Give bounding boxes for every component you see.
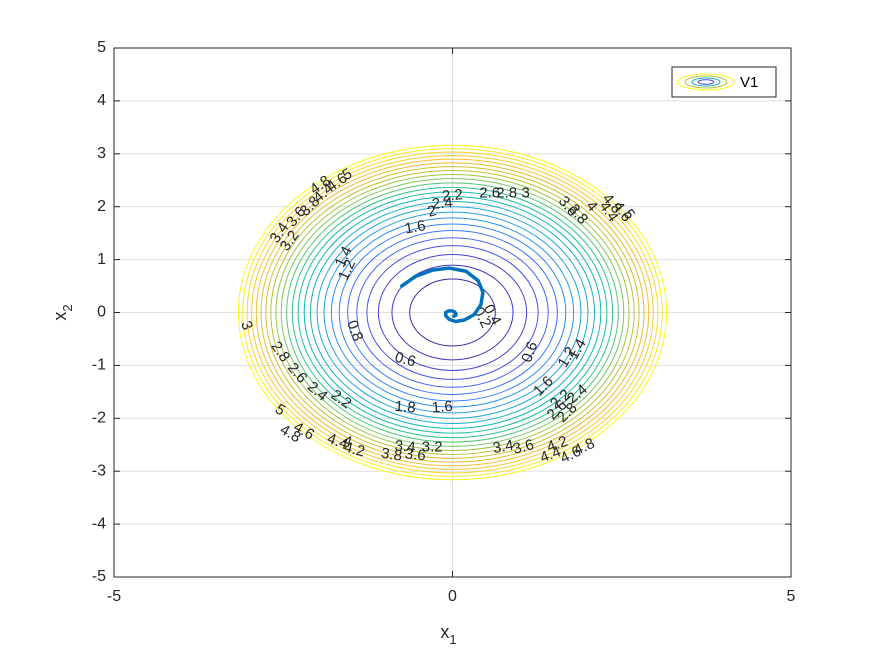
- contour-level: [242, 148, 663, 477]
- contour-label: 2.2: [441, 186, 463, 205]
- contour-label: 3: [521, 184, 529, 201]
- y-tick-label: 2: [97, 198, 106, 215]
- contour-label: 0.8: [343, 318, 366, 343]
- axis-ticks: -5 -4 -3 -2 -1 0 1 2 3 4 5 -5 0 5: [92, 39, 796, 605]
- contour-level: [303, 196, 602, 429]
- contour-level: [246, 151, 659, 474]
- contour-label: 0.6: [393, 349, 418, 371]
- contour-level: [330, 217, 575, 408]
- y-tick-label: -1: [92, 357, 106, 374]
- y-tick-label: -4: [92, 515, 106, 532]
- x-tick-label: 5: [787, 588, 796, 605]
- y-tick-label: -2: [92, 410, 106, 427]
- contour-level: [323, 211, 582, 414]
- contour-level: [275, 174, 630, 451]
- contour-level: [356, 237, 549, 388]
- contour-level: [286, 182, 619, 443]
- contour-level: [347, 230, 558, 395]
- y-tick-label: 3: [97, 145, 106, 162]
- contour-level: [297, 191, 608, 434]
- contour-level: [366, 245, 539, 380]
- trajectory-line: [399, 266, 485, 324]
- y-tick-label: 0: [97, 304, 106, 321]
- contour-level: [291, 186, 614, 439]
- contour-level: [409, 278, 496, 347]
- y-axis-label: x2: [50, 304, 75, 320]
- contour-level: [377, 254, 528, 371]
- contour-level: [237, 144, 668, 481]
- contour-label: 1.8: [394, 398, 416, 417]
- contour-lines: [237, 144, 668, 481]
- contour-level: [280, 178, 625, 447]
- contour-label: 0.6: [518, 339, 541, 364]
- contour-level: [251, 155, 654, 470]
- contour-label: 3.6: [511, 436, 536, 458]
- contour-label: 2.8: [496, 184, 517, 201]
- contour-label: 3.6: [404, 445, 426, 464]
- legend-entry-v1: V1: [740, 74, 758, 91]
- contour-label: 4.2: [545, 433, 570, 456]
- contour-label: 1.6: [431, 398, 453, 417]
- contour-level: [316, 206, 589, 419]
- legend[interactable]: V1: [671, 66, 777, 98]
- contour-label: 4.4: [325, 430, 350, 453]
- legend-icon-ellipse: [677, 73, 735, 91]
- contour-level: [265, 166, 640, 459]
- x-tick-label: -5: [107, 588, 121, 605]
- contour-label: 3.4: [394, 437, 416, 456]
- y-tick-label: -5: [92, 568, 106, 585]
- contour-label: 2.4: [431, 194, 453, 213]
- trajectory: [399, 266, 485, 324]
- legend-icon-ellipse: [684, 75, 728, 89]
- legend-icon-ellipse: [691, 77, 721, 87]
- contour-label: 3.4: [491, 437, 514, 457]
- y-tick-label: 5: [97, 39, 106, 56]
- contour-label: 2.6: [479, 184, 500, 201]
- y-tick-label: 4: [97, 92, 106, 109]
- contour-label: 4.4: [538, 443, 563, 466]
- legend-contour-icon: [677, 73, 735, 91]
- contour-level: [338, 223, 567, 402]
- contour-label: 3.2: [422, 438, 443, 455]
- legend-box: [671, 66, 777, 98]
- x-tick-label: 0: [448, 588, 457, 605]
- contour-level: [391, 264, 514, 361]
- contour-label: 1.6: [403, 217, 426, 237]
- contour-level: [309, 201, 596, 424]
- contour-level: [270, 170, 635, 455]
- contour-level: [255, 158, 650, 467]
- contour-label: 4.2: [342, 439, 367, 461]
- x-axis-label: x1: [440, 622, 456, 647]
- contour-labels: 0.40.20.60.80.6 1.21.41.41.21.61.8 1.61.62…: [237, 165, 638, 467]
- y-tick-label: 1: [97, 251, 106, 268]
- contour-level: [260, 162, 645, 463]
- y-tick-label: -3: [92, 462, 106, 479]
- legend-icon-ellipse: [697, 79, 715, 85]
- contour-label: 3.8: [380, 445, 403, 465]
